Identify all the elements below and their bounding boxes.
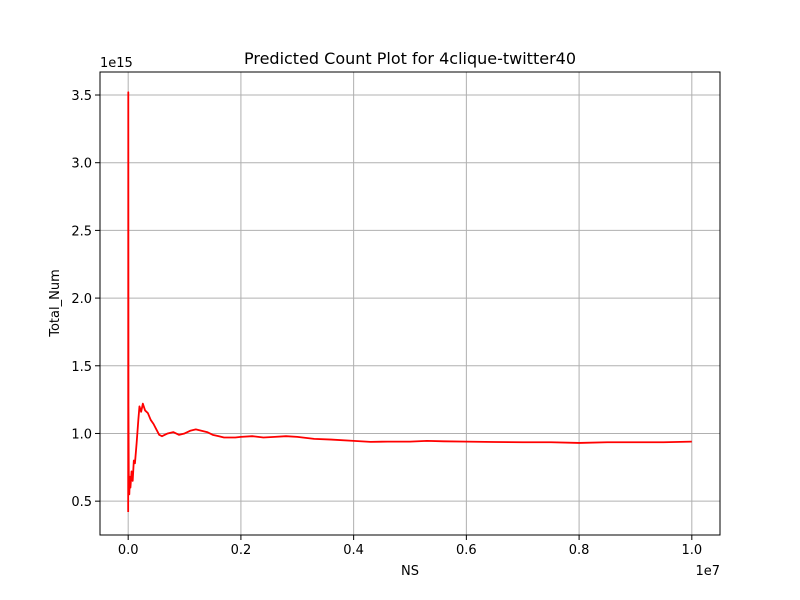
x-offset-text: 1e7 (695, 564, 720, 579)
x-axis-label: NS (401, 564, 419, 579)
x-tick-label: 1.0 (681, 543, 702, 558)
y-tick-label: 0.5 (71, 495, 92, 510)
x-tick-label: 0.0 (118, 543, 139, 558)
y-offset-text: 1e15 (100, 56, 133, 71)
x-tick-label: 0.6 (456, 543, 477, 558)
y-tick-label: 1.5 (71, 360, 92, 375)
y-tick-label: 2.0 (71, 292, 92, 307)
y-axis-label: Total_Num (48, 269, 63, 338)
y-tick-label: 3.0 (71, 157, 92, 172)
x-tick-label: 0.4 (343, 543, 364, 558)
y-tick-label: 3.5 (71, 89, 92, 104)
x-tick-label: 0.2 (231, 543, 252, 558)
y-tick-label: 2.5 (71, 224, 92, 239)
x-tick-label: 0.8 (569, 543, 590, 558)
y-tick-label: 1.0 (71, 427, 92, 442)
chart-title: Predicted Count Plot for 4clique-twitter… (244, 49, 576, 68)
